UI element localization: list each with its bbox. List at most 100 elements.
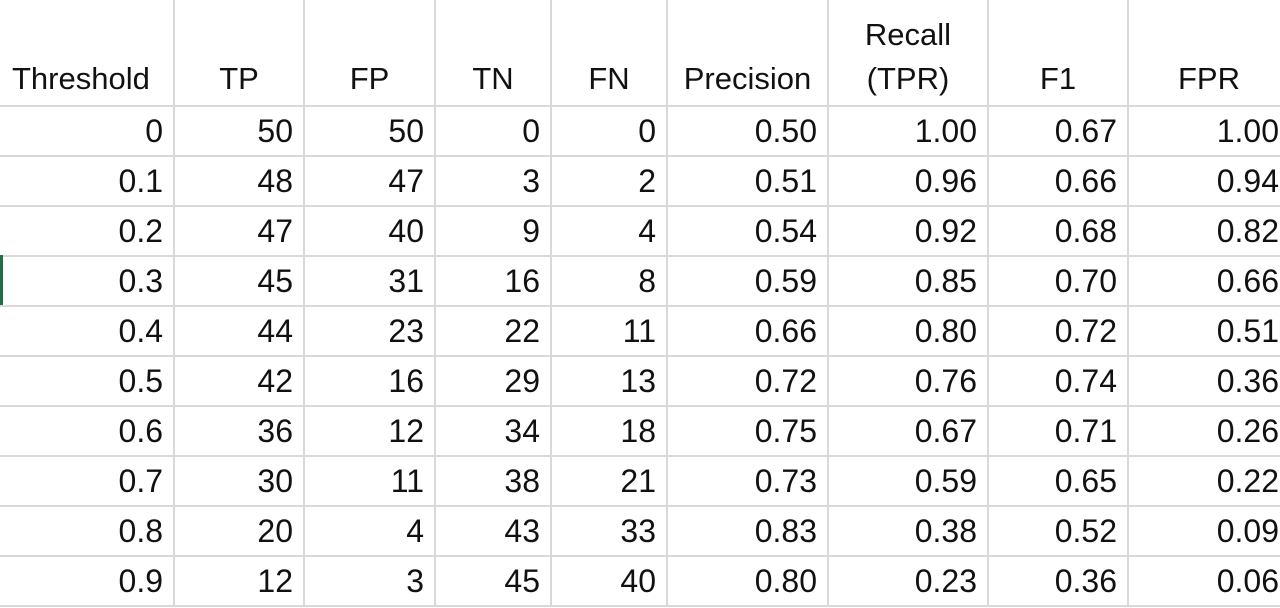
cell-threshold[interactable]: 0.9 bbox=[0, 555, 175, 607]
cell-f1[interactable]: 0.72 bbox=[987, 305, 1129, 357]
cell-precision[interactable]: 0.75 bbox=[666, 405, 829, 457]
cell-fp[interactable]: 11 bbox=[303, 455, 436, 507]
cell-threshold[interactable]: 0.4 bbox=[0, 305, 175, 357]
cell-tn[interactable]: 38 bbox=[434, 455, 552, 507]
cell-threshold[interactable]: 0 bbox=[0, 105, 175, 157]
cell-f1[interactable]: 0.67 bbox=[987, 105, 1129, 157]
header-threshold[interactable]: Threshold bbox=[0, 0, 175, 107]
header-fn[interactable]: FN bbox=[550, 0, 668, 107]
cell-recall[interactable]: 0.23 bbox=[827, 555, 989, 607]
cell-f1[interactable]: 0.71 bbox=[987, 405, 1129, 457]
cell-precision[interactable]: 0.73 bbox=[666, 455, 829, 507]
cell-f1[interactable]: 0.70 bbox=[987, 255, 1129, 307]
cell-threshold[interactable]: 0.7 bbox=[0, 455, 175, 507]
table-row: 0.5 42 16 29 13 0.72 0.76 0.74 0.36 bbox=[0, 355, 1280, 407]
cell-fpr[interactable]: 0.51 bbox=[1127, 305, 1280, 357]
cell-fpr[interactable]: 1.00 bbox=[1127, 105, 1280, 157]
cell-fpr[interactable]: 0.06 bbox=[1127, 555, 1280, 607]
cell-f1[interactable]: 0.74 bbox=[987, 355, 1129, 407]
cell-tp[interactable]: 12 bbox=[173, 555, 305, 607]
cell-tp[interactable]: 42 bbox=[173, 355, 305, 407]
cell-tn[interactable]: 0 bbox=[434, 105, 552, 157]
cell-precision[interactable]: 0.72 bbox=[666, 355, 829, 407]
header-tp[interactable]: TP bbox=[173, 0, 305, 107]
cell-fp[interactable]: 4 bbox=[303, 505, 436, 557]
cell-fn[interactable]: 40 bbox=[550, 555, 668, 607]
header-recall[interactable]: Recall (TPR) bbox=[827, 0, 989, 107]
cell-fpr[interactable]: 0.66 bbox=[1127, 255, 1280, 307]
cell-fn[interactable]: 18 bbox=[550, 405, 668, 457]
cell-fn[interactable]: 2 bbox=[550, 155, 668, 207]
cell-precision[interactable]: 0.83 bbox=[666, 505, 829, 557]
cell-fn[interactable]: 13 bbox=[550, 355, 668, 407]
cell-fn[interactable]: 11 bbox=[550, 305, 668, 357]
cell-tp[interactable]: 48 bbox=[173, 155, 305, 207]
cell-tn[interactable]: 29 bbox=[434, 355, 552, 407]
cell-tp[interactable]: 36 bbox=[173, 405, 305, 457]
cell-recall[interactable]: 0.76 bbox=[827, 355, 989, 407]
cell-fp[interactable]: 31 bbox=[303, 255, 436, 307]
cell-precision[interactable]: 0.50 bbox=[666, 105, 829, 157]
cell-threshold[interactable]: 0.8 bbox=[0, 505, 175, 557]
cell-tp[interactable]: 50 bbox=[173, 105, 305, 157]
cell-f1[interactable]: 0.65 bbox=[987, 455, 1129, 507]
cell-f1[interactable]: 0.36 bbox=[987, 555, 1129, 607]
cell-precision[interactable]: 0.66 bbox=[666, 305, 829, 357]
cell-fpr[interactable]: 0.82 bbox=[1127, 205, 1280, 257]
cell-fn[interactable]: 33 bbox=[550, 505, 668, 557]
cell-fp[interactable]: 16 bbox=[303, 355, 436, 407]
cell-fpr[interactable]: 0.09 bbox=[1127, 505, 1280, 557]
cell-tn[interactable]: 34 bbox=[434, 405, 552, 457]
cell-threshold[interactable]: 0.2 bbox=[0, 205, 175, 257]
cell-tn[interactable]: 22 bbox=[434, 305, 552, 357]
header-tn[interactable]: TN bbox=[434, 0, 552, 107]
header-f1[interactable]: F1 bbox=[987, 0, 1129, 107]
cell-tn[interactable]: 45 bbox=[434, 555, 552, 607]
cell-fp[interactable]: 40 bbox=[303, 205, 436, 257]
cell-recall[interactable]: 0.92 bbox=[827, 205, 989, 257]
cell-fp[interactable]: 23 bbox=[303, 305, 436, 357]
cell-tn[interactable]: 9 bbox=[434, 205, 552, 257]
cell-recall[interactable]: 0.96 bbox=[827, 155, 989, 207]
cell-fp[interactable]: 47 bbox=[303, 155, 436, 207]
cell-recall[interactable]: 0.67 bbox=[827, 405, 989, 457]
cell-f1[interactable]: 0.66 bbox=[987, 155, 1129, 207]
cell-tp[interactable]: 30 bbox=[173, 455, 305, 507]
cell-fpr[interactable]: 0.22 bbox=[1127, 455, 1280, 507]
cell-threshold[interactable]: 0.1 bbox=[0, 155, 175, 207]
cell-tn[interactable]: 16 bbox=[434, 255, 552, 307]
cell-threshold[interactable]: 0.6 bbox=[0, 405, 175, 457]
cell-recall[interactable]: 0.80 bbox=[827, 305, 989, 357]
cell-recall[interactable]: 1.00 bbox=[827, 105, 989, 157]
cell-fn[interactable]: 8 bbox=[550, 255, 668, 307]
cell-fp[interactable]: 3 bbox=[303, 555, 436, 607]
cell-fn[interactable]: 21 bbox=[550, 455, 668, 507]
cell-precision[interactable]: 0.59 bbox=[666, 255, 829, 307]
cell-precision[interactable]: 0.80 bbox=[666, 555, 829, 607]
cell-fp[interactable]: 12 bbox=[303, 405, 436, 457]
header-fp[interactable]: FP bbox=[303, 0, 436, 107]
cell-fpr[interactable]: 0.26 bbox=[1127, 405, 1280, 457]
cell-f1[interactable]: 0.68 bbox=[987, 205, 1129, 257]
cell-f1[interactable]: 0.52 bbox=[987, 505, 1129, 557]
cell-tp[interactable]: 47 bbox=[173, 205, 305, 257]
cell-tn[interactable]: 43 bbox=[434, 505, 552, 557]
cell-recall[interactable]: 0.85 bbox=[827, 255, 989, 307]
cell-tn[interactable]: 3 bbox=[434, 155, 552, 207]
header-fpr[interactable]: FPR bbox=[1127, 0, 1280, 107]
cell-fpr[interactable]: 0.94 bbox=[1127, 155, 1280, 207]
cell-recall[interactable]: 0.59 bbox=[827, 455, 989, 507]
cell-threshold[interactable]: 0.5 bbox=[0, 355, 175, 407]
cell-precision[interactable]: 0.54 bbox=[666, 205, 829, 257]
cell-tp[interactable]: 45 bbox=[173, 255, 305, 307]
cell-fp[interactable]: 50 bbox=[303, 105, 436, 157]
cell-fn[interactable]: 0 bbox=[550, 105, 668, 157]
cell-threshold[interactable]: 0.3 bbox=[0, 255, 175, 307]
cell-tp[interactable]: 20 bbox=[173, 505, 305, 557]
cell-recall[interactable]: 0.38 bbox=[827, 505, 989, 557]
cell-fn[interactable]: 4 bbox=[550, 205, 668, 257]
header-precision[interactable]: Precision bbox=[666, 0, 829, 107]
cell-tp[interactable]: 44 bbox=[173, 305, 305, 357]
cell-precision[interactable]: 0.51 bbox=[666, 155, 829, 207]
cell-fpr[interactable]: 0.36 bbox=[1127, 355, 1280, 407]
